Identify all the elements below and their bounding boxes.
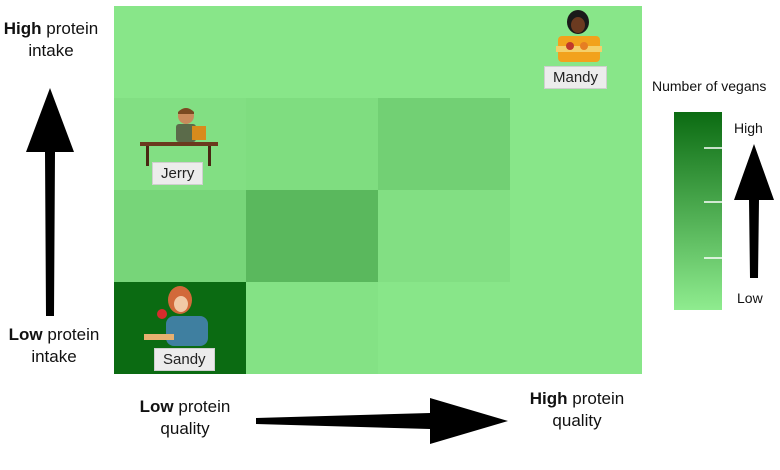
legend-up-arrow [734,144,774,278]
heatmap-cell-r1-c1 [246,98,379,191]
legend-high-label: High [734,120,763,136]
heatmap-cell-r2-c0 [114,190,247,283]
heatmap-cell-r2-c1 [246,190,379,283]
mandy-person-icon [556,10,602,62]
heatmap-cell-r3-c1 [246,282,379,374]
low-protein-quality-label: Low protein quality [139,397,231,438]
high-protein-intake-label: High protein intake [3,19,99,60]
legend-colorbar [674,112,722,310]
mandy-name-tag: Mandy [544,66,608,89]
sandy-name-tag: Sandy [154,348,215,371]
heatmap-cell-r0-c2 [378,6,511,99]
legend-title: Number of vegans [652,78,767,94]
heatmap-cell-r1-c3 [510,98,642,191]
low-protein-intake-label: Low protein intake [8,325,100,366]
jerry-name-tag: Jerry [152,162,204,185]
jerry-person-icon [140,108,218,166]
high-protein-quality-label: High protein quality [529,389,625,430]
heatmap-cell-r3-c2 [378,282,511,374]
heatmap-cell-r3-c3 [510,282,642,374]
legend-low-label: Low [737,290,763,306]
heatmap-cell-r2-c2 [378,190,511,283]
heatmap-cell-r2-c3 [510,190,642,283]
sandy-person-icon [144,286,208,346]
protein-intake-arrow [26,88,74,316]
heatmap-cell-r0-c1 [246,6,379,99]
heatmap-cell-r0-c0 [114,6,247,99]
heatmap-cell-r1-c2 [378,98,511,191]
protein-quality-arrow [256,398,508,444]
